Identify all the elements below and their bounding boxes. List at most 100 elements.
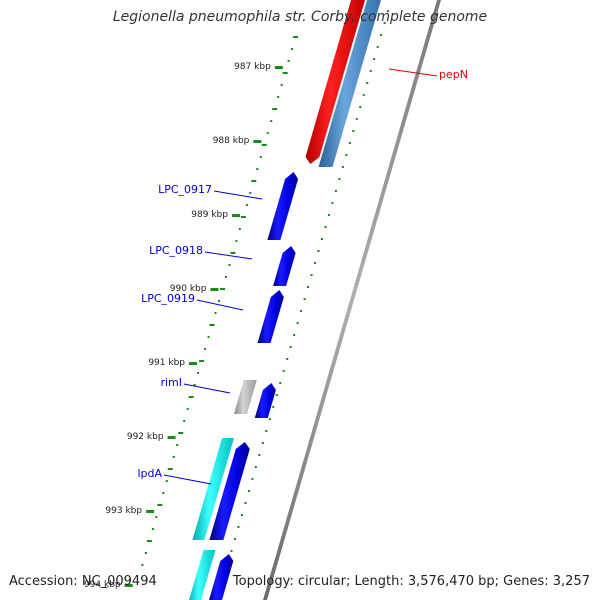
- gc-dot: [218, 300, 220, 302]
- scale-tick-label: 990 kbp: [170, 284, 207, 294]
- gc-dot: [261, 144, 267, 146]
- gc-dot: [235, 240, 238, 242]
- gc-dot: [287, 60, 290, 62]
- gc-dot: [224, 276, 227, 278]
- accession-text: Accession: NC_009494: [9, 574, 157, 589]
- gc-dot: [341, 166, 344, 168]
- gene-label-leader: [196, 299, 244, 311]
- gene-label: LPC_0918: [149, 244, 203, 257]
- gc-dot: [199, 360, 205, 362]
- scale-tick: [189, 362, 198, 365]
- gc-dot: [355, 118, 358, 120]
- gc-dot: [345, 154, 348, 156]
- gc-dot: [155, 516, 158, 518]
- gc-dot: [338, 178, 341, 180]
- scale-tick: [210, 288, 219, 291]
- map-title: Legionella pneumophila str. Corby, compl…: [112, 9, 488, 25]
- gc-dot: [247, 490, 250, 492]
- gc-dot: [193, 384, 196, 386]
- gc-dot: [272, 108, 278, 110]
- scale-tick-label: 993 kbp: [105, 506, 142, 516]
- gc-dot: [324, 226, 327, 228]
- gc-dot: [249, 192, 252, 194]
- scale-ticks: 987 kbp 988 kbp 989 kbp 990 kbp 991 kbp 992 k…: [84, 62, 283, 590]
- gene-label: rimI: [160, 376, 182, 389]
- gc-dot: [373, 58, 376, 60]
- gc-dot: [291, 48, 294, 50]
- scale-tick-label: 987 kbp: [234, 62, 271, 72]
- next-cds-feature: [209, 554, 234, 600]
- backbone-track: [263, 0, 441, 600]
- gc-dot: [293, 36, 299, 38]
- gc-dot: [387, 10, 390, 12]
- gc-dot: [320, 238, 323, 240]
- gc-dot: [259, 156, 262, 158]
- gc-dot: [279, 382, 282, 384]
- scale-tick: [253, 140, 262, 143]
- gene-label: lpdA: [137, 467, 162, 480]
- scale-tick: [167, 436, 176, 439]
- gc-dot: [240, 216, 246, 218]
- gc-dot: [268, 418, 271, 420]
- LPC_0919-feature: [257, 290, 284, 343]
- gc-dot: [228, 264, 231, 266]
- gc-dot: [238, 228, 241, 230]
- gc-dot: [380, 34, 383, 36]
- gc-dot: [266, 132, 269, 134]
- gc-dot: [282, 370, 285, 372]
- gc-dot: [162, 492, 165, 494]
- gc-dot: [178, 432, 184, 434]
- backbone-line: [263, 0, 441, 600]
- gc-dot: [176, 444, 179, 446]
- gene-label-leader: [183, 383, 231, 394]
- gc-dot: [256, 168, 259, 170]
- gc-dot: [258, 454, 261, 456]
- gene-label: pepN: [439, 68, 468, 81]
- scale-tick-label: 991 kbp: [148, 358, 185, 368]
- gc-dot: [331, 202, 334, 204]
- steel-feature: [318, 0, 382, 167]
- gc-dot: [254, 466, 257, 468]
- gene-label: LPC_0917: [158, 183, 212, 196]
- gc-dot: [366, 82, 369, 84]
- gc-dot: [314, 262, 317, 264]
- scale-tick-label: 992 kbp: [127, 432, 164, 442]
- gc-dot: [188, 396, 194, 398]
- gc-dot: [280, 84, 283, 86]
- gc-dot: [197, 372, 200, 374]
- rimI-feature: [233, 380, 257, 414]
- gc-dot: [317, 250, 320, 252]
- gc-dot: [303, 298, 306, 300]
- gc-dot: [310, 274, 313, 276]
- gc-dot: [230, 550, 233, 552]
- scale-tick-label: 994 kbp: [84, 580, 121, 590]
- gc-dot: [146, 540, 152, 542]
- gc-dot: [157, 504, 163, 506]
- gc-dot: [144, 552, 147, 554]
- genome-summary-text: Topology: circular; Length: 3,576,470 bp…: [232, 574, 590, 589]
- LPC_0917-feature: [267, 172, 299, 240]
- gc-dot: [272, 406, 275, 408]
- scale-tick: [146, 510, 155, 513]
- gc-dot: [277, 96, 280, 98]
- gc-dot: [296, 322, 299, 324]
- gc-dot: [186, 408, 189, 410]
- lpdA-feature: [192, 438, 234, 540]
- scale-tick: [231, 214, 240, 217]
- gc-dot: [207, 336, 210, 338]
- gc-dot: [219, 288, 225, 290]
- gc-dot: [359, 106, 362, 108]
- gc-dot: [204, 348, 207, 350]
- gene-label: LPC_0919: [141, 292, 195, 305]
- gc-dot: [362, 94, 365, 96]
- feature-track: [189, 0, 382, 600]
- lpdA-cds-feature: [209, 442, 250, 540]
- gc-dot: [233, 538, 236, 540]
- gc-dot: [172, 456, 175, 458]
- gc-dot: [334, 190, 337, 192]
- scale-tick-label: 989 kbp: [191, 210, 228, 220]
- gc-dot: [183, 420, 186, 422]
- gc-dot: [265, 430, 268, 432]
- gc-dot: [383, 22, 386, 24]
